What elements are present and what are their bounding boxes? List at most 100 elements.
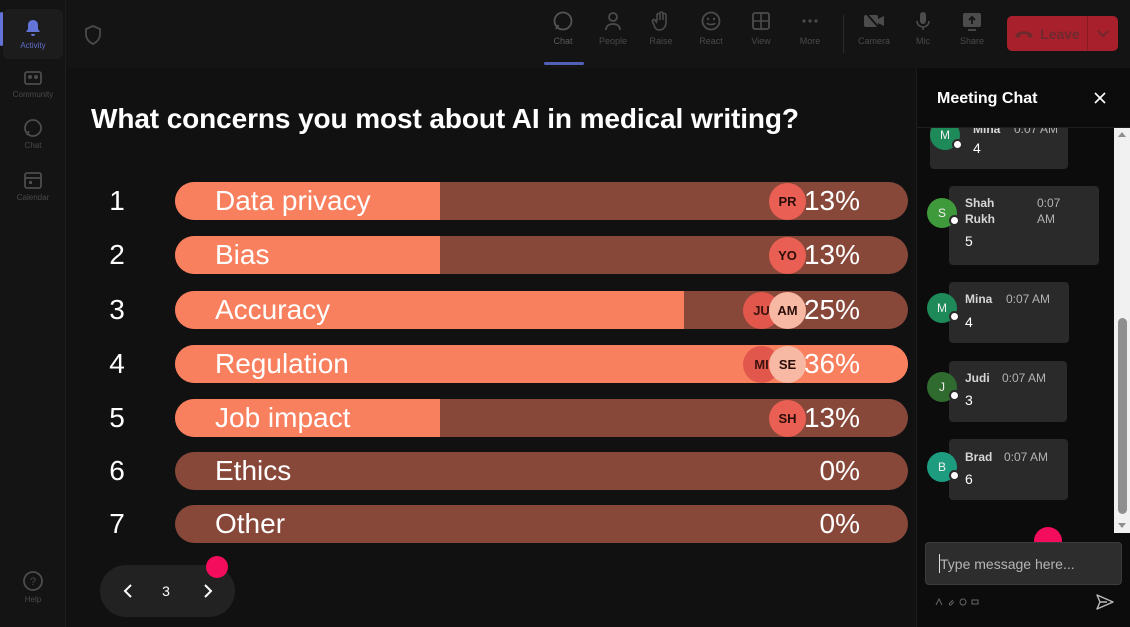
bell-icon — [26, 20, 40, 36]
presence-dot — [949, 215, 960, 226]
chat-scrollbar[interactable] — [1114, 128, 1130, 533]
scrollbar-thumb[interactable] — [1118, 318, 1127, 514]
toolbar-divider — [843, 15, 844, 53]
hand-icon — [651, 11, 667, 31]
option-label: Data privacy — [215, 185, 371, 216]
leave-main[interactable]: Leave — [1007, 16, 1087, 51]
toolbar-people-button[interactable]: People — [591, 8, 635, 60]
text-caret — [939, 554, 940, 573]
poll-question: What concerns you most about AI in medic… — [91, 103, 799, 134]
pointer-indicator — [206, 556, 228, 578]
app-rail: Activity Community Chat Calendar ? Help — [0, 0, 66, 627]
toolbar-camera-button[interactable]: Camera — [852, 8, 896, 60]
option-percent: 0% — [819, 508, 860, 539]
chevron-right-icon — [204, 584, 213, 598]
camera-off-icon — [864, 11, 884, 31]
poll-option-row: 4 MI SE 36% Regulation — [66, 345, 916, 383]
rail-item-help[interactable]: ? Help — [3, 562, 63, 612]
chat-message: M Mina 0:07 AM 4 — [930, 128, 1068, 169]
message-time: 0:07 AM — [1014, 128, 1059, 136]
gif-icon[interactable] — [971, 598, 979, 606]
close-icon[interactable] — [1091, 89, 1109, 107]
option-number: 7 — [109, 508, 125, 539]
scroll-up-arrow[interactable] — [1118, 132, 1126, 137]
voter-avatar: SH — [769, 400, 806, 437]
meeting-chat-panel: Meeting Chat M Mina 0:07 AM 4 S Shah Ruk… — [916, 68, 1130, 627]
leave-button[interactable]: Leave — [1007, 16, 1118, 51]
option-number: 6 — [109, 455, 125, 486]
rail-item-activity[interactable]: Activity — [3, 9, 63, 59]
next-slide-button[interactable] — [194, 577, 222, 605]
poll-option-row: 7 0% Other — [66, 505, 916, 543]
option-bar: SH 13% — [175, 399, 908, 437]
option-label: Accuracy — [215, 294, 331, 325]
formatting-toolbar — [935, 597, 979, 607]
option-bar-fill — [175, 291, 685, 329]
option-bar-fill — [175, 182, 440, 220]
option-bar: JU AM 25% — [175, 291, 908, 329]
toolbar-chat-button[interactable]: Chat — [541, 8, 585, 60]
poll-option-row: 1 PR 13% Data privacy — [66, 182, 916, 220]
message-text: 4 — [965, 314, 973, 330]
chat-message-list[interactable]: M Mina 0:07 AM 4 S Shah Rukh 0:07 AM 5 M… — [917, 128, 1115, 533]
poll-option-row: 5 SH 13% Job impact — [66, 399, 916, 437]
option-percent: 13% — [803, 185, 860, 216]
presence-dot — [952, 139, 963, 150]
emoji-icon[interactable] — [959, 598, 967, 606]
message-author: Brad — [965, 450, 993, 464]
shield-icon[interactable] — [84, 25, 102, 45]
rail-item-calendar[interactable]: Calendar — [3, 161, 63, 211]
more-icon — [802, 19, 818, 23]
rail-item-community[interactable]: Community — [3, 59, 63, 109]
previous-slide-button[interactable] — [114, 577, 142, 605]
option-label: Regulation — [215, 348, 349, 379]
toolbar-share-button[interactable]: Share — [950, 8, 994, 60]
message-author: Mina — [973, 128, 1001, 136]
rail-item-chat[interactable]: Chat — [3, 109, 63, 159]
attach-icon[interactable] — [947, 598, 955, 606]
option-label: Ethics — [215, 455, 292, 486]
calendar-icon — [24, 172, 42, 189]
slide-page-number: 3 — [162, 583, 170, 599]
toolbar-mic-button[interactable]: Mic — [901, 8, 945, 60]
toolbar-button-label: Raise — [649, 36, 673, 46]
chat-title: Meeting Chat — [937, 90, 1038, 107]
message-text: 3 — [965, 392, 973, 408]
toolbar-raise-button[interactable]: Raise — [639, 8, 683, 60]
option-percent: 25% — [803, 294, 860, 325]
option-bar: PR 13% — [175, 182, 908, 220]
toolbar-view-button[interactable]: View — [739, 8, 783, 60]
chevron-left-icon — [123, 584, 132, 598]
toolbar-more-button[interactable]: More — [788, 8, 832, 60]
toolbar-react-button[interactable]: React — [689, 8, 733, 60]
option-bar: 0% — [175, 452, 908, 490]
leave-label: Leave — [1040, 25, 1080, 42]
leave-options-button[interactable] — [1088, 29, 1118, 38]
option-number: 4 — [109, 348, 125, 379]
message-time: 0:07 AM — [1002, 371, 1047, 385]
rail-item-label: Activity — [20, 41, 46, 50]
option-percent: 0% — [819, 455, 860, 486]
chat-message: J Judi 0:07 AM 3 — [927, 361, 1067, 422]
chat-message-input[interactable] — [925, 542, 1122, 585]
smile-icon — [701, 11, 721, 31]
grid-icon — [752, 12, 770, 30]
format-icon[interactable] — [935, 598, 943, 606]
toolbar-button-label: Mic — [916, 36, 930, 46]
message-time: 0:07 AM — [1004, 450, 1049, 464]
presence-dot — [949, 470, 960, 481]
share-icon — [963, 13, 981, 31]
send-icon[interactable] — [1095, 592, 1115, 612]
scroll-down-arrow[interactable] — [1118, 523, 1126, 528]
voter-avatar: YO — [769, 237, 806, 274]
toolbar-button-label: Chat — [553, 36, 573, 46]
message-time: 0:07 AM — [1006, 292, 1051, 306]
chat-icon — [24, 119, 42, 137]
message-author: Judi — [965, 371, 990, 385]
toolbar-button-label: View — [751, 36, 771, 46]
chevron-down-icon — [1097, 29, 1109, 37]
people-icon — [605, 12, 621, 31]
message-time: 0:07 AM — [1037, 196, 1061, 226]
rail-item-label: Calendar — [16, 193, 50, 202]
chat-message: S Shah Rukh 0:07 AM 5 — [927, 186, 1099, 265]
